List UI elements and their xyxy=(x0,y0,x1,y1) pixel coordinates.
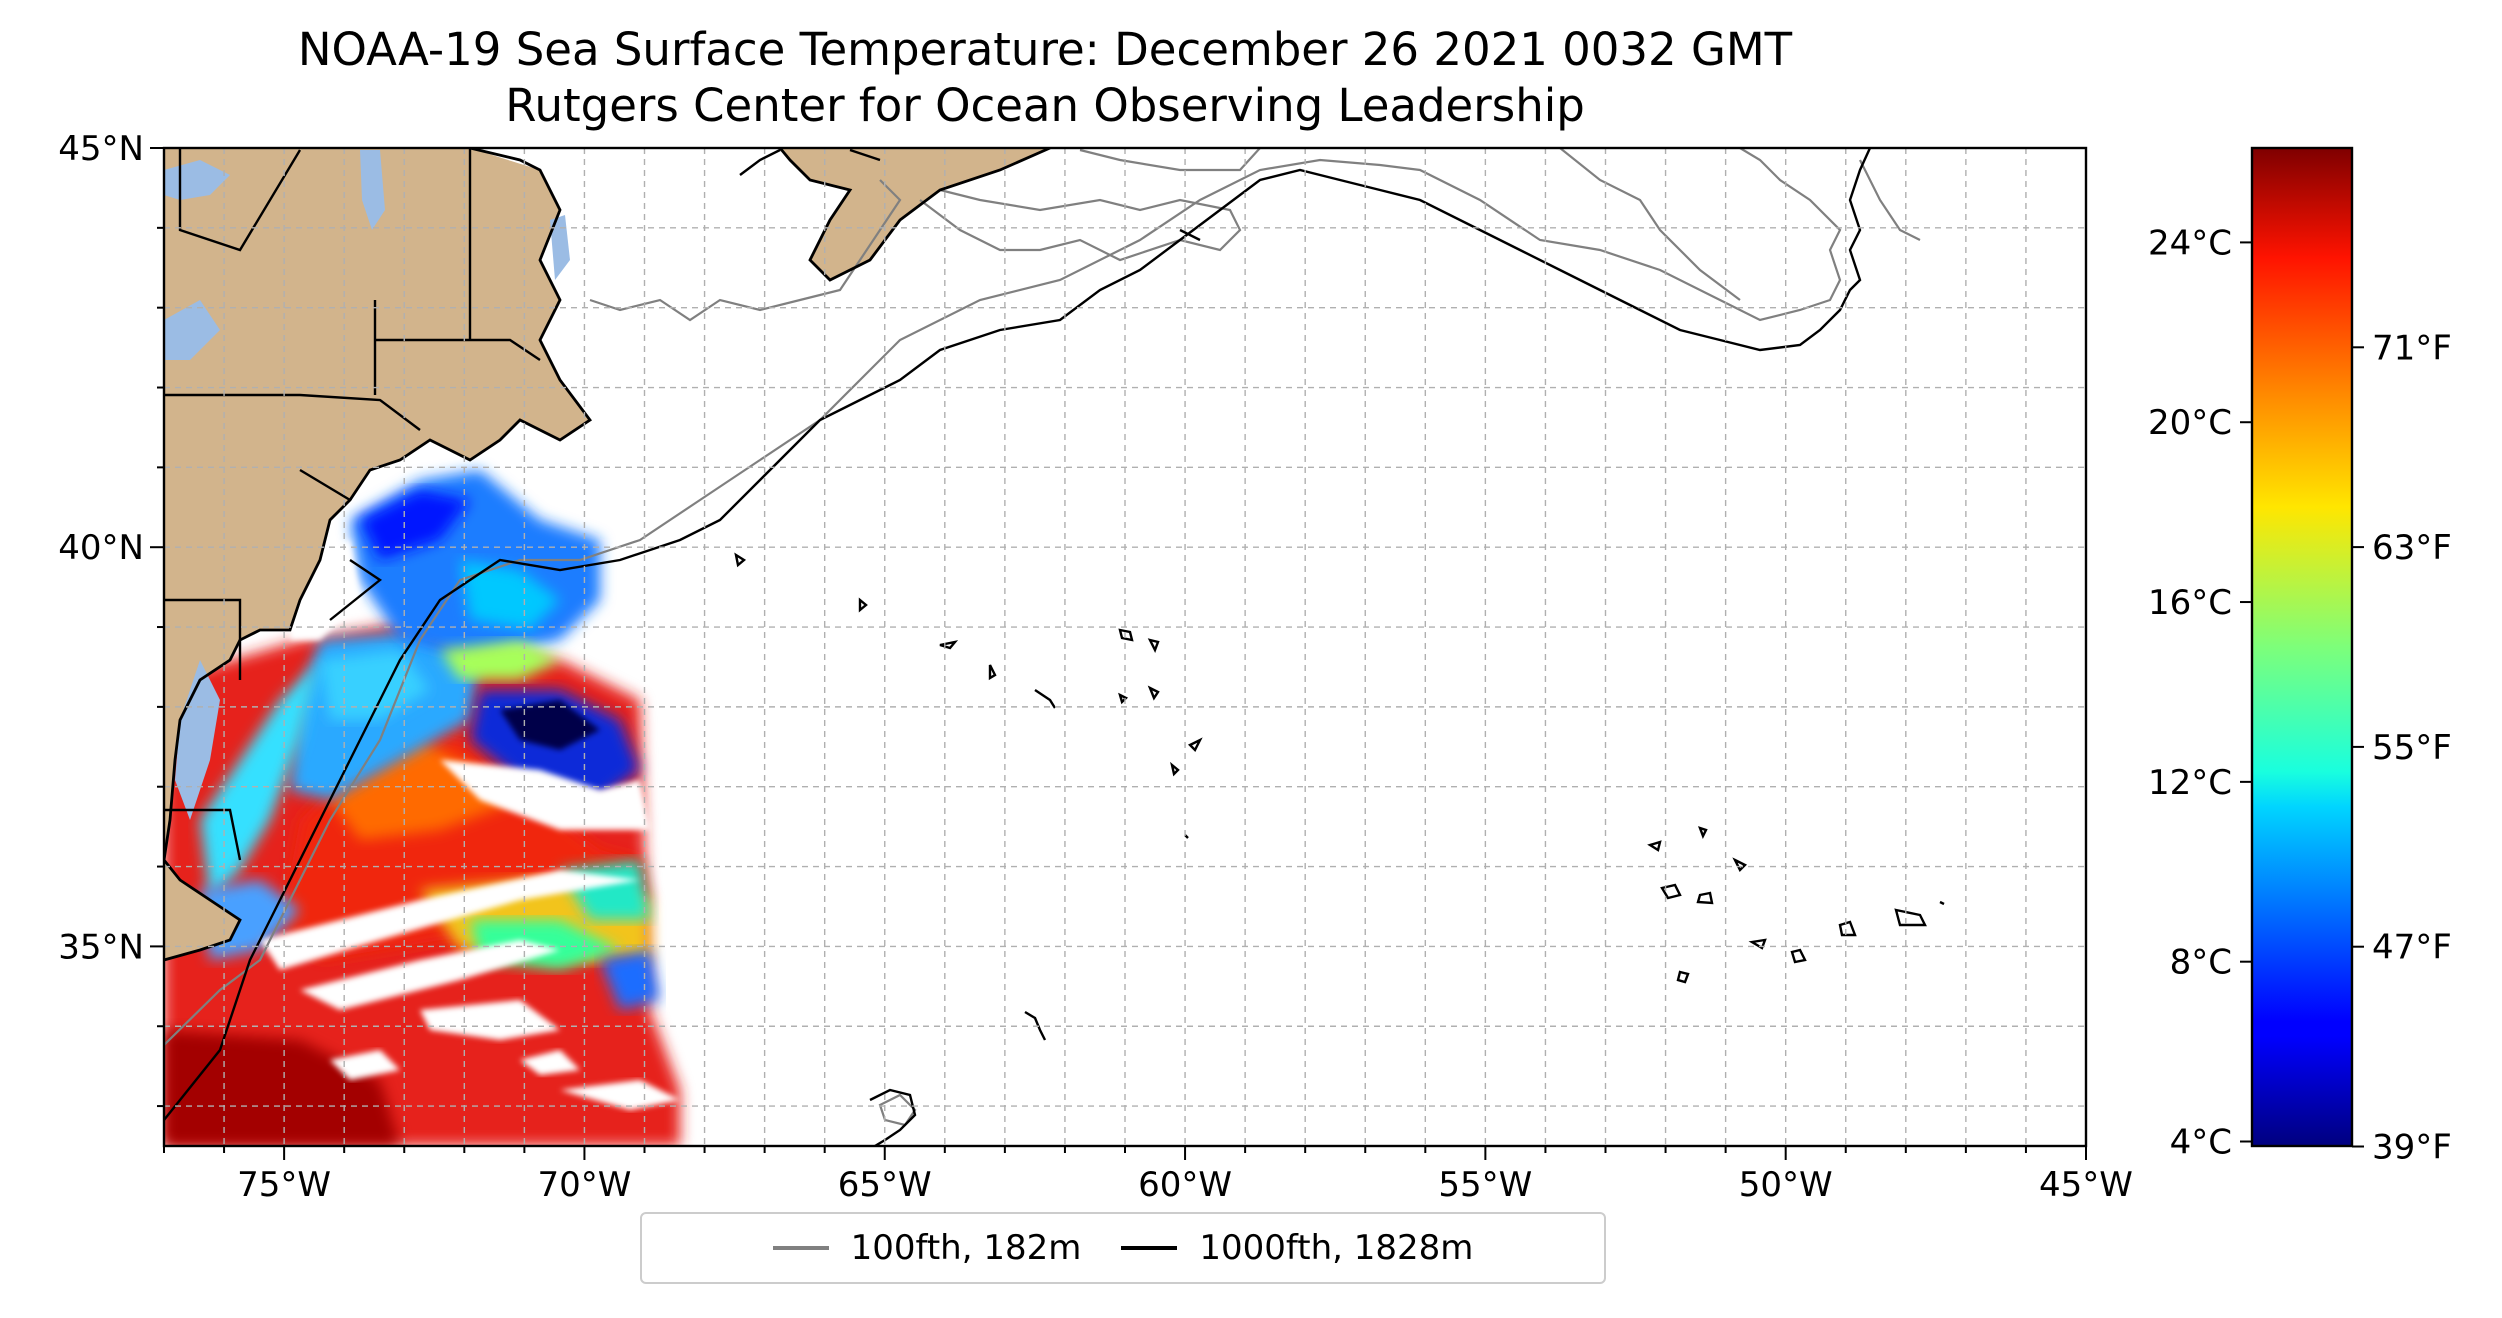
title-line-1: NOAA-19 Sea Surface Temperature: Decembe… xyxy=(297,23,1793,76)
legend-entry-100fth: 100fth, 182m xyxy=(772,1228,1082,1268)
lat-label: 45°N xyxy=(58,129,144,169)
lon-label: 55°W xyxy=(1438,1165,1532,1205)
lon-label: 45°W xyxy=(2039,1165,2133,1205)
contour-100fth xyxy=(164,148,1921,1127)
legend-swatch-gray xyxy=(772,1246,829,1250)
map-gridlines xyxy=(164,148,2086,1146)
lat-label: 35°N xyxy=(58,927,144,967)
fahrenheit-label: 39°F xyxy=(2372,1127,2452,1167)
legend-label: 100fth, 182m xyxy=(850,1228,1082,1268)
lat-label: 40°N xyxy=(58,528,144,568)
lon-label: 60°W xyxy=(1138,1165,1232,1205)
coastline xyxy=(164,148,1051,962)
lon-label: 65°W xyxy=(838,1165,932,1205)
sst-data-field xyxy=(164,470,680,1146)
lon-label: 75°W xyxy=(237,1165,331,1205)
celsius-label: 4°C xyxy=(2170,1123,2232,1163)
state-borders xyxy=(164,148,541,861)
colorbar: 4°C 8°C 12°C 16°C 20°C 24°C 39°F 47°F 55… xyxy=(2148,146,2452,1167)
axis-ticks xyxy=(150,147,2087,1160)
contour-1000fth xyxy=(164,148,1945,1146)
chart-title: NOAA-19 Sea Surface Temperature: Decembe… xyxy=(0,22,2090,134)
legend-swatch-black xyxy=(1121,1246,1178,1250)
longitude-labels: 75°W 70°W 65°W 60°W 55°W 50°W 45°W xyxy=(237,1165,2133,1205)
fahrenheit-label: 71°F xyxy=(2372,328,2452,368)
celsius-label: 8°C xyxy=(2170,943,2232,983)
celsius-label: 24°C xyxy=(2148,223,2232,263)
legend-label: 1000fth, 1828m xyxy=(1199,1228,1474,1268)
legend-entry-1000fth: 1000fth, 1828m xyxy=(1121,1228,1473,1268)
lon-label: 50°W xyxy=(1739,1165,1833,1205)
latitude-labels: 35°N 40°N 45°N xyxy=(58,129,144,967)
colorbar-gradient xyxy=(2250,146,2354,1148)
lon-label: 70°W xyxy=(537,1165,631,1205)
celsius-label: 16°C xyxy=(2148,583,2232,623)
legend: 100fth, 182m 1000fth, 1828m xyxy=(640,1212,1606,1284)
fahrenheit-label: 55°F xyxy=(2372,728,2452,768)
title-line-2: Rutgers Center for Ocean Observing Leade… xyxy=(505,79,1585,132)
celsius-label: 12°C xyxy=(2148,763,2232,803)
fahrenheit-label: 63°F xyxy=(2372,528,2452,568)
fahrenheit-label: 47°F xyxy=(2372,928,2452,968)
celsius-label: 20°C xyxy=(2148,403,2232,443)
